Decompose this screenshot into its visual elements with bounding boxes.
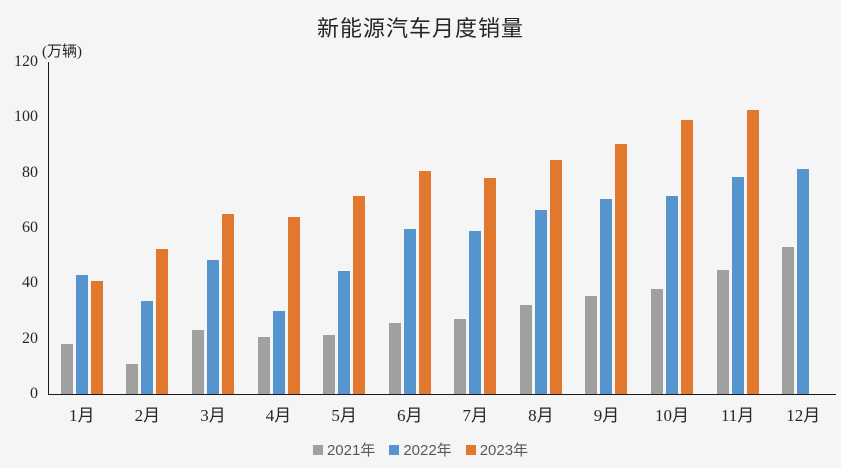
y-axis-tick-labels: 0 20 40 60 80 100 120: [0, 54, 38, 402]
bar-2021年-3月: [191, 330, 204, 394]
bar-2023年-6月: [418, 171, 431, 394]
x-axis-label: 9月: [593, 406, 620, 425]
bar-2022年-10月: [666, 196, 679, 394]
legend-item-2021年: 2021年: [312, 439, 376, 460]
legend-label: 2023年: [479, 442, 529, 459]
bar-2023年-2月: [156, 248, 169, 394]
bar-2021年-7月: [454, 319, 467, 394]
plot-area: 1月 2月 3月 4月 5月 6月 7月 8月 9月 10月 11月 12月: [48, 62, 836, 425]
x-axis-label: 10月: [655, 406, 690, 425]
x-axis-label: 1月: [69, 406, 95, 425]
bar-2021年-4月: [257, 337, 270, 394]
bar-2022年-6月: [403, 229, 416, 394]
y-tick-label: 100: [14, 108, 38, 126]
bar-2022年-9月: [600, 198, 613, 394]
bar-2022年-12月: [797, 168, 810, 394]
legend-item-2022年: 2022年: [389, 439, 452, 460]
bar-2023年-1月: [90, 280, 103, 394]
bar-2023年-4月: [287, 216, 300, 394]
x-axis-label: 5月: [331, 406, 357, 425]
bar-2023年-7月: [484, 178, 497, 394]
bar-2022年-5月: [338, 270, 351, 394]
bar-2021年-2月: [126, 363, 139, 394]
bar-2022年-8月: [534, 210, 547, 394]
bar-2023年-10月: [681, 120, 694, 394]
bar-2022年-2月: [141, 301, 154, 394]
legend-label: 2021年: [326, 442, 376, 459]
x-axis-label: 12月: [786, 406, 821, 425]
y-tick-label: 60: [22, 219, 38, 236]
x-axis-label: 6月: [396, 406, 423, 425]
x-axis-label: 7月: [462, 406, 489, 425]
legend-swatch-icon: [389, 444, 400, 455]
bar-2023年-8月: [549, 160, 562, 394]
legend-swatch-icon: [312, 444, 323, 455]
bar-2023年-5月: [353, 196, 366, 394]
y-tick-label: 40: [22, 274, 38, 292]
x-axis-label: 11月: [720, 406, 755, 425]
bar-2022年-7月: [469, 230, 482, 394]
bar-2021年-1月: [60, 344, 73, 394]
bar-2022年-1月: [75, 275, 88, 394]
bar-2023年-9月: [615, 143, 628, 394]
bar-2021年-6月: [388, 323, 401, 394]
x-axis-label: 4月: [265, 406, 292, 425]
y-tick-label: 0: [30, 385, 38, 402]
chart-title: 新能源汽车月度销量: [316, 16, 524, 41]
bar-2023年-11月: [746, 110, 759, 394]
bar-2021年-8月: [519, 305, 532, 394]
bar-2022年-11月: [731, 176, 744, 394]
bar-2021年-12月: [782, 247, 795, 394]
x-axis-label: 3月: [200, 406, 226, 425]
bar-2022年-3月: [206, 259, 219, 394]
bar-2021年-10月: [651, 288, 664, 394]
legend-label: 2022年: [403, 442, 452, 459]
x-axis-label: 8月: [528, 406, 554, 425]
y-tick-label: 20: [22, 329, 38, 347]
bar-2021年-11月: [716, 269, 729, 394]
y-axis-unit-label: (万辆): [42, 44, 82, 60]
legend: 2021年 2022年 2023年: [0, 439, 841, 460]
legend-swatch-icon: [465, 444, 476, 455]
bar-2023年-3月: [221, 214, 234, 394]
legend-item-2023年: 2023年: [465, 439, 529, 460]
bar-2022年-4月: [272, 311, 285, 394]
y-tick-label: 120: [14, 53, 38, 70]
bar-2021年-9月: [585, 295, 598, 394]
x-axis-label: 2月: [134, 406, 161, 425]
bar-2021年-5月: [323, 334, 336, 394]
y-tick-label: 80: [22, 163, 38, 181]
